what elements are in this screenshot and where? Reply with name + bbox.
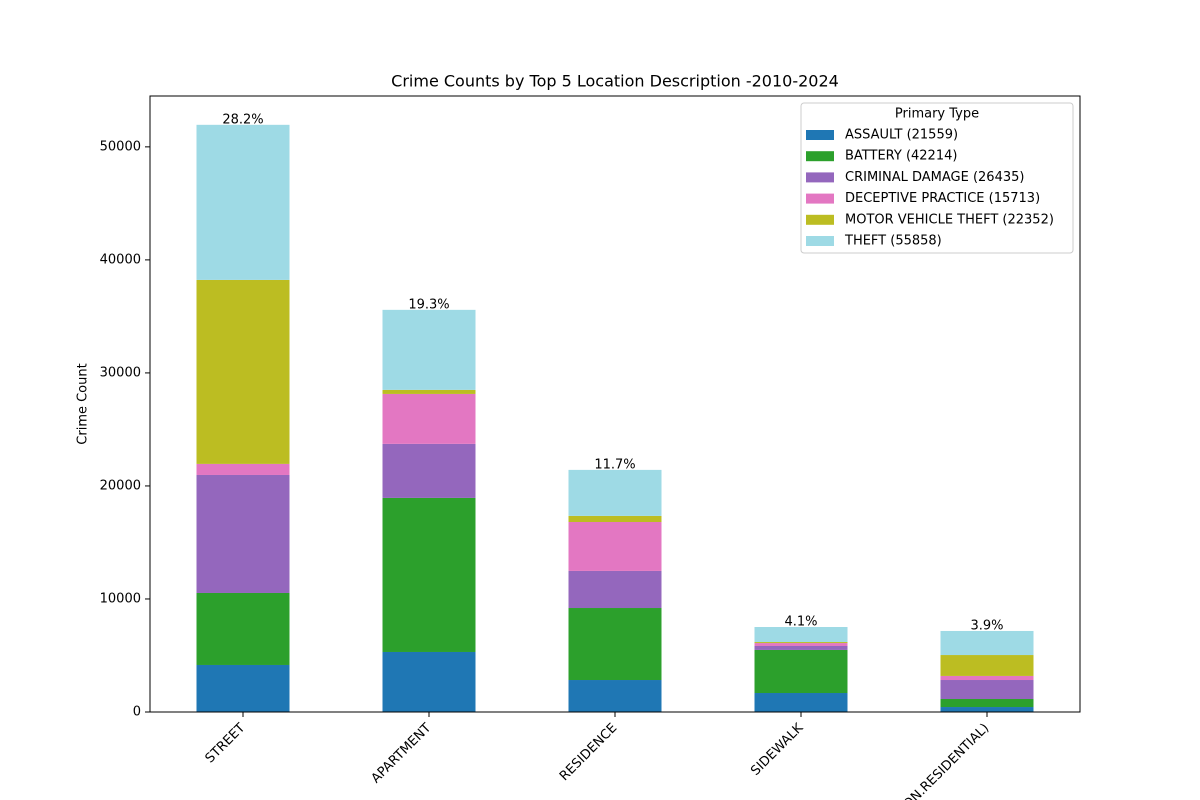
bar-label: 3.9%: [970, 618, 1003, 633]
bar-segment: [382, 389, 476, 394]
legend-swatch: [806, 236, 834, 246]
bar-segment: [382, 393, 476, 444]
x-tick-label: RESIDENCE: [557, 721, 620, 784]
bar-segment: [382, 443, 476, 498]
bar-label: 19.3%: [408, 297, 449, 312]
bar-segment: [754, 649, 848, 694]
bar-segment: [382, 651, 476, 712]
legend-label: THEFT (55858): [844, 234, 942, 249]
bar-segment: [754, 693, 848, 712]
y-tick-label: 0: [133, 705, 141, 720]
y-tick-label: 20000: [100, 478, 141, 493]
bar-label: 28.2%: [222, 112, 263, 127]
bar-segment: [940, 707, 1034, 712]
bar-segment: [196, 463, 290, 475]
legend-swatch: [806, 172, 834, 183]
bar-segment: [568, 522, 662, 571]
bar-segment: [568, 570, 662, 609]
bar-segment: [382, 309, 476, 390]
bar-segment: [196, 474, 290, 593]
legend-swatch: [806, 130, 834, 140]
chart-title: Crime Counts by Top 5 Location Descripti…: [391, 72, 839, 91]
bar-segment: [940, 630, 1034, 656]
legend-label: MOTOR VEHICLE THEFT (22352): [845, 212, 1054, 227]
bar-segment: [196, 124, 290, 280]
y-axis-label: Crime Count: [76, 363, 91, 444]
y-tick-label: 10000: [100, 591, 141, 606]
y-tick-label: 40000: [100, 252, 141, 267]
bar-segment: [568, 680, 662, 712]
bar-segment: [940, 655, 1034, 676]
bar-segment: [568, 469, 662, 516]
y-tick-label: 30000: [100, 365, 141, 380]
legend-label: DECEPTIVE PRACTICE (15713): [845, 191, 1040, 206]
legend-label: ASSAULT (21559): [845, 128, 958, 143]
legend-box: [800, 102, 1074, 254]
legend-swatch: [806, 151, 834, 162]
bar-segment: [940, 699, 1034, 708]
bar-segment: [940, 680, 1034, 700]
legend-title: Primary Type: [895, 107, 979, 122]
bar-segment: [568, 515, 662, 523]
bar-segment: [196, 664, 290, 712]
x-tick-label: SIDEWALK: [748, 720, 806, 778]
plot-frame: [149, 95, 1081, 713]
bar-label: 11.7%: [594, 457, 635, 472]
x-tick-label: STREET: [203, 721, 249, 767]
bar-segment: [940, 675, 1034, 681]
bar-segment: [196, 279, 290, 464]
bar-segment: [754, 642, 848, 644]
bar-segment: [754, 627, 848, 643]
y-tick-label: 50000: [100, 139, 141, 154]
legend-label: CRIMINAL DAMAGE (26435): [845, 170, 1024, 185]
legend-label: BATTERY (42214): [845, 149, 957, 164]
legend-swatch: [806, 214, 834, 225]
bar-segment: [754, 645, 848, 650]
bar-label: 4.1%: [784, 615, 817, 630]
x-tick-label: APARTMENT: [369, 721, 435, 787]
legend-swatch: [806, 193, 834, 204]
x-tick-label: PARKING LOT/GARAGE(NON.RESIDENTIAL): [788, 721, 992, 800]
bar-segment: [196, 592, 290, 665]
bar-segment: [754, 643, 848, 646]
bar-segment: [568, 608, 662, 681]
bar-segment: [382, 497, 476, 652]
